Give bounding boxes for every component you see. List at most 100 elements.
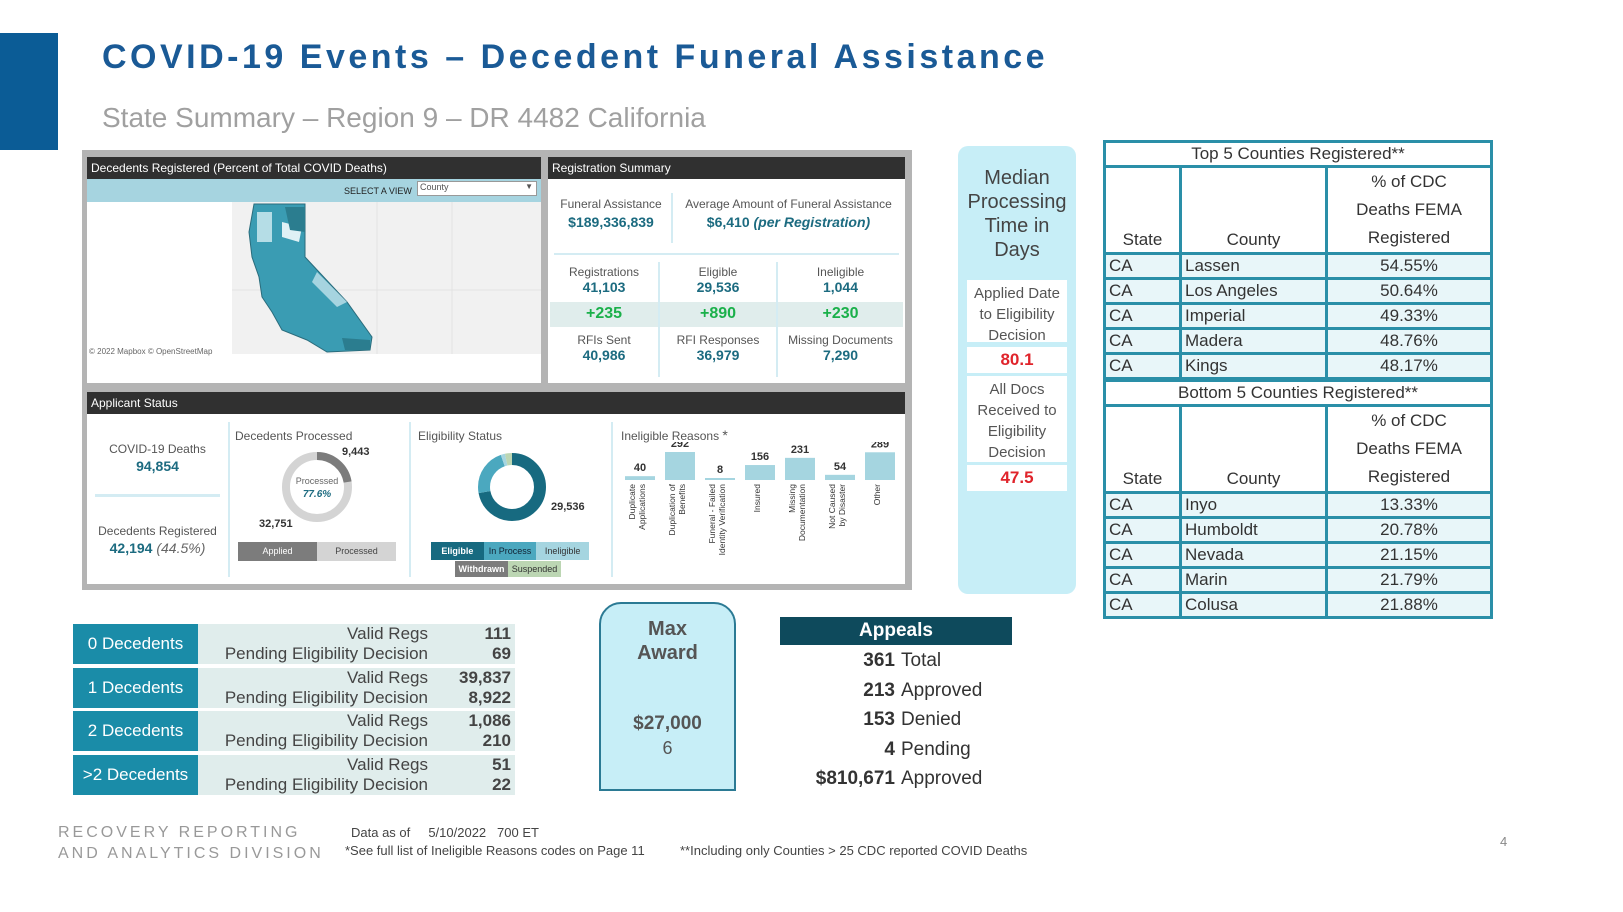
ineligible-reasons-chart: 40 DuplicateApplications 292 Duplication of… [625, 442, 895, 555]
bar-category-label: Duplication ofBenefits [667, 483, 687, 535]
legend-applied[interactable]: Applied [238, 542, 317, 561]
covid-deaths-value: 94,854 [136, 458, 179, 474]
eligibility-donut[interactable] [472, 447, 552, 527]
view-selector-bar: SELECT A VIEW County ▼ [87, 179, 541, 202]
view-select-value: County [420, 182, 449, 192]
donut-segment-in_process [478, 453, 546, 521]
valid-regs-label: Valid Regs [347, 754, 428, 774]
eligibility-legend-2: Withdrawn Suspended [455, 561, 561, 577]
bar[interactable] [865, 452, 895, 480]
bar[interactable] [705, 478, 735, 480]
percent-cell: 49.33% [1325, 302, 1493, 330]
column-header: State [1103, 165, 1182, 255]
donut-center-value: 77.6% [303, 489, 331, 500]
bar-value-label: 231 [791, 444, 809, 456]
stat2-1: RFI Responses 36,979 [660, 333, 776, 363]
decedents-registered-label: Decedents Registered [98, 524, 217, 538]
stat-1: Eligible 29,536 [660, 265, 776, 295]
table-row: CA Kings 48.17% [1103, 352, 1493, 380]
county-region [285, 207, 305, 232]
legend-eligible[interactable]: Eligible [431, 542, 484, 560]
legend-in-process[interactable]: In Process [483, 542, 537, 560]
stat-2: Ineligible 1,044 [778, 265, 903, 295]
pending-value: 22 [492, 774, 511, 794]
state-cell: CA [1103, 277, 1182, 305]
county-region [342, 338, 370, 350]
percent-cell: 54.55% [1325, 252, 1493, 280]
bar[interactable] [825, 474, 855, 480]
view-select[interactable]: County ▼ [417, 181, 537, 196]
appeals-label: Total [901, 650, 942, 671]
decedents-processed-donut[interactable]: Processed 77.6% [267, 442, 377, 532]
valid-regs-value: 111 [484, 624, 512, 643]
divider [658, 262, 660, 377]
data-as-of: Data as of 5/10/2022 700 ET [351, 825, 539, 840]
california-shape[interactable] [248, 203, 373, 353]
appeals-value: $810,671 [815, 768, 895, 789]
legend-suspended[interactable]: Suspended [508, 561, 561, 577]
state-cell: CA [1103, 252, 1182, 280]
decedent-group: 1 Decedents Valid Regs 39,837 Pending Eligi… [73, 667, 515, 708]
table-row: CA Imperial 49.33% [1103, 302, 1493, 330]
appeals-row: 4 Pending [780, 739, 1020, 761]
avg-assistance-value: $6,410 [706, 214, 750, 230]
legend-withdrawn[interactable]: Withdrawn [455, 561, 508, 577]
county-cell: Imperial [1179, 302, 1328, 330]
state-cell: CA [1103, 541, 1182, 569]
stat-0: Registrations 41,103 [550, 265, 658, 295]
bar[interactable] [785, 457, 815, 480]
divider [554, 253, 899, 255]
stat-delta: +890 [699, 305, 737, 322]
divider [95, 494, 220, 497]
state-cell: CA [1103, 327, 1182, 355]
registration-summary-header: Registration Summary [548, 157, 905, 179]
percent-cell: 20.78% [1325, 516, 1493, 544]
stat-label: RFIs Sent [577, 333, 631, 347]
appeals-row: 153 Denied [780, 709, 1020, 731]
appeals-row: 361 Total [780, 650, 1020, 672]
table-header-row: State County% of CDC Deaths FEMA Register… [1103, 404, 1493, 494]
max-award-title: Max Award [637, 618, 698, 664]
bar[interactable] [745, 465, 775, 480]
bar[interactable] [625, 476, 655, 480]
percent-cell: 48.76% [1325, 327, 1493, 355]
appeals-row: 213 Approved [780, 680, 1020, 702]
bar[interactable] [665, 452, 695, 480]
appeals-row: $810,671 Approved [780, 768, 1020, 790]
decedent-group-label: 2 Decedents [73, 711, 198, 751]
column-header: State [1103, 404, 1182, 494]
table-title-row: Top 5 Counties Registered** [1103, 140, 1493, 168]
divider [671, 193, 673, 243]
county-cell: Lassen [1179, 252, 1328, 280]
bar-value-label: 156 [751, 451, 769, 463]
stat2-0: RFIs Sent 40,986 [550, 333, 658, 363]
applicant-status-header: Applicant Status [87, 392, 905, 414]
pending-label: Pending Eligibility Decision [224, 731, 428, 750]
stat-label: Registrations [568, 265, 640, 279]
eligible-count: 29,536 [551, 501, 585, 513]
county-region [257, 212, 272, 242]
column-header: County [1179, 165, 1328, 255]
county-region [312, 272, 347, 307]
max-award-box: Max Award $27,000 6 [599, 602, 736, 791]
max-award-amount: $27,000 [633, 713, 702, 734]
select-view-label: SELECT A VIEW [344, 186, 412, 196]
valid-regs-value: 51 [492, 754, 511, 774]
state-cell: CA [1103, 591, 1182, 619]
county-cell: Inyo [1179, 491, 1328, 519]
stat-value: 41,103 [582, 279, 626, 295]
county-cell: Marin [1179, 566, 1328, 594]
stat-label: Eligible [698, 265, 738, 279]
stat2-2: Missing Documents 7,290 [778, 333, 903, 363]
pending-label: Pending Eligibility Decision [224, 644, 428, 663]
stat-label: Missing Documents [788, 333, 893, 347]
percent-cell: 21.79% [1325, 566, 1493, 594]
ineligible-reasons-title: Ineligible Reasons [621, 429, 720, 443]
legend-processed[interactable]: Processed [317, 542, 396, 561]
table-row: CA Lassen 54.55% [1103, 252, 1493, 280]
appeals-header: Appeals [780, 617, 1012, 645]
choropleth-map[interactable]: © 2022 Mapbox © OpenStreetMap [87, 202, 541, 360]
bar-category-label: DuplicateApplications [627, 484, 647, 530]
median-item-value: 47.5 [967, 465, 1067, 491]
legend-ineligible[interactable]: Ineligible [536, 542, 590, 560]
